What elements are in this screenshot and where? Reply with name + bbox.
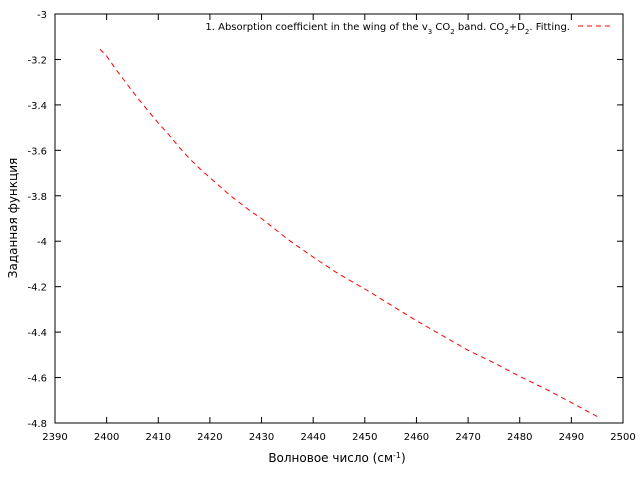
x-tick-label: 2430 xyxy=(249,432,274,443)
plot-frame xyxy=(54,13,624,424)
y-tick-label: -4 xyxy=(37,237,47,248)
x-tick-label: 2470 xyxy=(455,432,480,443)
y-tick-label: -4.8 xyxy=(27,419,47,430)
y-tick-label: -3.6 xyxy=(27,146,47,157)
y-tick-label: -3.2 xyxy=(27,55,47,66)
y-tick-label: -4.6 xyxy=(27,374,47,385)
legend-label: 1. Absorption coefficient in the wing of… xyxy=(205,22,570,36)
x-tick-label: 2390 xyxy=(42,432,67,443)
x-axis-label: Волновое число (см-1) xyxy=(268,451,405,466)
x-tick-label: 2500 xyxy=(610,432,635,443)
x-tick-label: 2480 xyxy=(507,432,532,443)
x-tick-label: 2450 xyxy=(352,432,377,443)
y-tick-label: -4.2 xyxy=(27,283,47,294)
x-tick-label: 2460 xyxy=(404,432,429,443)
x-tick-label: 2420 xyxy=(197,432,222,443)
y-axis: -3 -3.2 -3.4 -3.6 -3.8 -4 -4.2 -4.4 -4.6 -4.8 xyxy=(27,10,623,430)
x-tick-label: 2490 xyxy=(559,432,584,443)
y-tick-label: -3.4 xyxy=(27,101,47,112)
y-tick-label: -3.8 xyxy=(27,192,47,203)
y-tick-label: -3 xyxy=(37,10,47,21)
x-tick-label: 2400 xyxy=(94,432,119,443)
y-axis-label: Заданная функция xyxy=(6,158,20,278)
y-tick-label: -4.4 xyxy=(27,328,47,339)
x-axis: 2390 2400 2410 2420 2430 2440 2450 2460 2470 2480… xyxy=(42,14,636,443)
series-line xyxy=(99,48,599,418)
x-tick-label: 2440 xyxy=(300,432,325,443)
x-tick-label: 2410 xyxy=(146,432,171,443)
